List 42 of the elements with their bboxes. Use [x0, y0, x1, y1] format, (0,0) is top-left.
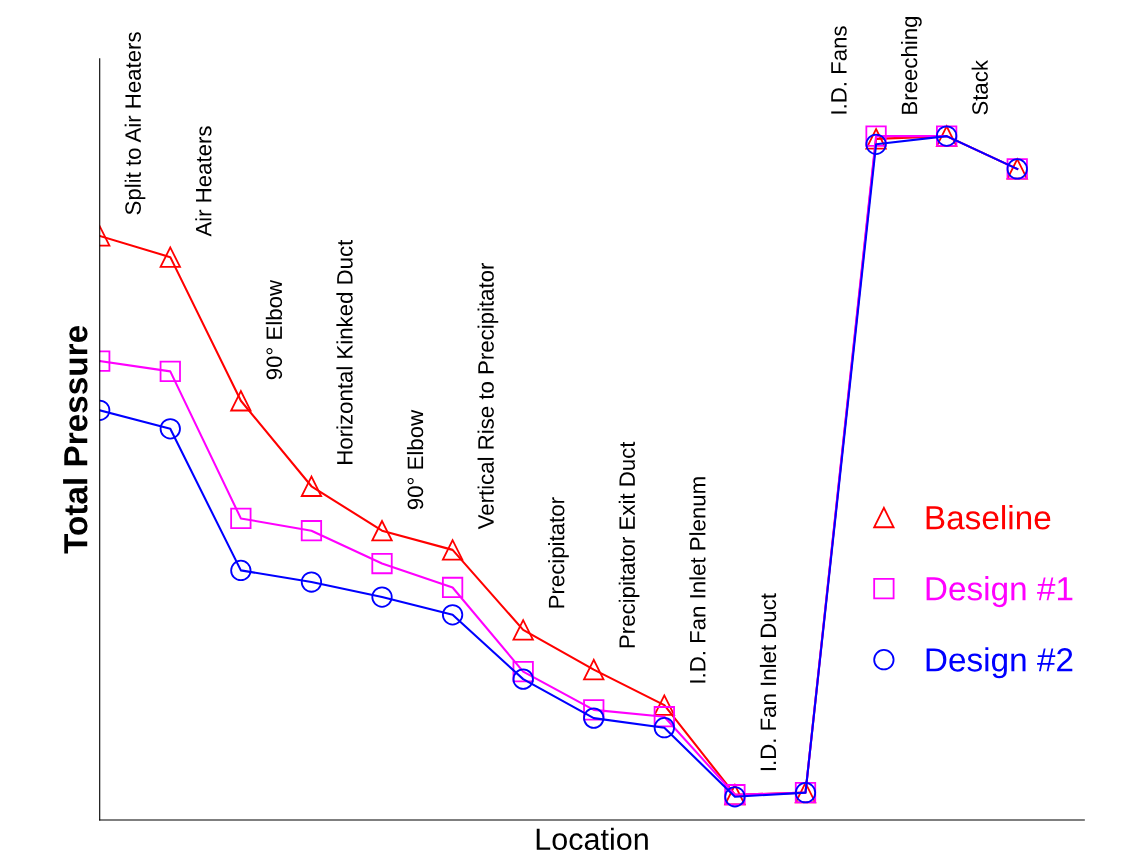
text: I.D. Fans	[831, 26, 847, 114]
text: Stack	[971, 59, 988, 115]
annotation: Air Heaters	[195, 126, 212, 237]
point	[441, 539, 464, 561]
point	[159, 246, 181, 268]
annotation: Precipitator	[548, 497, 569, 608]
point	[583, 658, 605, 681]
annotation: Precipitator Exit Duct	[618, 441, 640, 648]
point	[300, 520, 323, 542]
annotation: 90° Elbow	[406, 409, 424, 510]
point	[230, 559, 252, 582]
point	[583, 699, 605, 721]
point	[230, 390, 252, 412]
text: Breeching	[901, 16, 922, 114]
point	[300, 475, 323, 497]
legend-label: Design #1	[926, 576, 1073, 608]
point	[300, 571, 323, 593]
x-axis-title: Location	[536, 827, 648, 851]
annotation: Split to Air Heaters	[124, 32, 146, 215]
point	[230, 507, 252, 530]
point	[441, 604, 464, 626]
annotation: 90° Elbow	[265, 279, 283, 380]
point	[865, 133, 887, 155]
point	[512, 668, 534, 690]
point	[512, 619, 534, 641]
point	[159, 360, 181, 382]
point	[512, 660, 534, 683]
annotation: Vertical Rise to Precipitator	[477, 262, 499, 530]
point	[653, 717, 675, 739]
point	[441, 576, 464, 599]
y-axis-title: Total Pressure	[63, 325, 88, 554]
annotation: I.D. Fan Inlet Plenum	[689, 477, 706, 683]
annotation: I.D. Fan Inlet Duct	[759, 593, 777, 771]
legend-label: Baseline	[926, 505, 1051, 530]
point	[653, 694, 675, 716]
legend-label: Design #2	[926, 647, 1073, 679]
point	[583, 707, 605, 729]
point	[371, 520, 393, 542]
annotation: Horizontal Kinked Duct	[336, 239, 353, 464]
point	[371, 552, 393, 575]
point	[159, 418, 181, 440]
point	[371, 586, 393, 608]
